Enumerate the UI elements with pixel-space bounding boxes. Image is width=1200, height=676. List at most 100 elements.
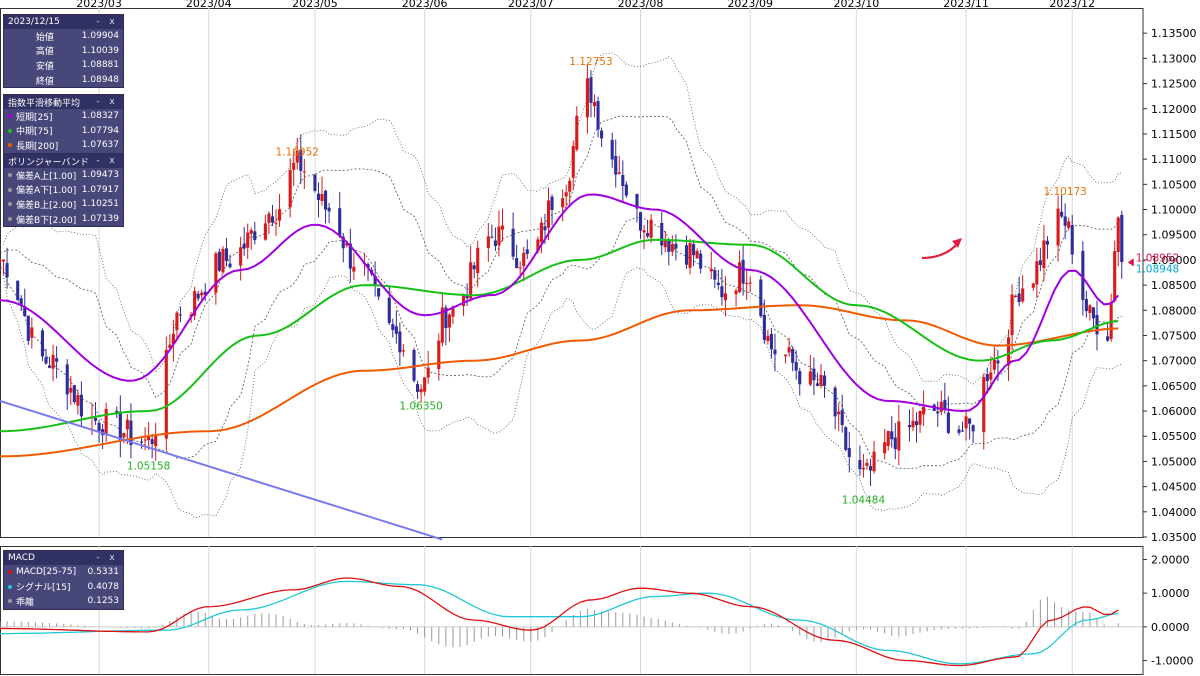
y-tick-label: 1.08500	[1151, 279, 1197, 292]
bollinger-panel[interactable]: ボリンジャーバンド - x 偏差A上[1.00] 1.09473 偏差A下[1.0…	[3, 153, 124, 228]
candle-body	[539, 222, 543, 242]
low-annotation-label: 1.06350	[399, 400, 442, 412]
ohlc-panel[interactable]: 2023/12/15 - x 始値 1.09904 高値 1.10039 安値 1.0…	[3, 14, 124, 89]
bb-a-lower-line	[0, 216, 1122, 469]
forecast-arrow-icon	[921, 242, 959, 260]
candle-body	[345, 243, 349, 246]
candle-body	[716, 282, 720, 285]
minimize-icon[interactable]: -	[96, 553, 100, 563]
ema-long-label: 長期[200]	[16, 141, 59, 152]
ema-short-label: 短期[25]	[16, 112, 53, 123]
candle-body	[1045, 240, 1050, 245]
x-tick-label: 2023/05	[292, 0, 338, 10]
candle-body	[861, 467, 865, 470]
y-tick-label: 1.06000	[1151, 405, 1197, 418]
candle-body	[571, 146, 575, 178]
candle-body	[621, 175, 625, 186]
bb-a-lower-value: 1.07917	[81, 184, 119, 195]
candle-body	[522, 252, 526, 267]
candle-body	[214, 253, 218, 293]
ohlc-open-row: 始値 1.09904	[4, 29, 123, 44]
candle-body	[1021, 288, 1025, 302]
candle-body	[69, 387, 73, 393]
candle-body	[511, 228, 515, 257]
candle-body	[274, 223, 278, 225]
candle-body	[101, 429, 105, 435]
candle-body	[51, 354, 55, 369]
candle-body	[791, 348, 795, 363]
candle-body	[812, 368, 816, 381]
candle-body	[228, 263, 232, 268]
ohlc-panel-header[interactable]: 2023/12/15 - x	[4, 15, 123, 29]
candle-body	[288, 170, 292, 208]
close-icon[interactable]: x	[109, 156, 115, 166]
macd-y-tick-label: 1.0000	[1151, 587, 1190, 600]
candle-body	[26, 315, 30, 341]
candle-body	[907, 424, 911, 428]
candle-body	[1109, 301, 1113, 339]
y-tick-label: 1.09000	[1151, 254, 1197, 267]
close-icon[interactable]: x	[109, 97, 115, 107]
ema-panel-header[interactable]: 指数平滑移動平均 - x	[4, 95, 123, 109]
candle-body	[561, 198, 565, 208]
candle-body	[263, 223, 267, 240]
candle-body	[76, 395, 80, 406]
candle-body	[476, 247, 480, 274]
candle-body	[373, 275, 377, 285]
ema-mid-dot-icon	[8, 128, 12, 133]
candle-body	[72, 385, 76, 403]
macd-y-tick-label: 2.0000	[1151, 553, 1190, 566]
candle-body	[1017, 293, 1021, 303]
candle-body	[808, 371, 812, 385]
last-high-tag: 1.08952	[1136, 252, 1179, 264]
bb-a-lower-dot-icon	[8, 187, 12, 192]
candle-body	[674, 243, 678, 249]
candle-body	[638, 212, 643, 231]
candle-body	[911, 420, 915, 428]
ema-long-value: 1.07637	[81, 140, 119, 151]
candle-body	[968, 418, 972, 424]
candle-body	[660, 223, 664, 246]
minimize-icon[interactable]: -	[96, 17, 100, 27]
candle-body	[122, 432, 126, 438]
bb-a-lower-label: 偏差A下[1.00]	[16, 186, 77, 197]
ema-panel[interactable]: 指数平滑移動平均 - x 短期[25] 1.08327 中期[75] 1.07794…	[3, 94, 124, 154]
minimize-icon[interactable]: -	[96, 156, 100, 166]
candle-body	[168, 344, 172, 349]
macd-y-tick-label: -1.0000	[1151, 655, 1193, 668]
candle-body	[203, 291, 207, 295]
candle-body	[292, 162, 296, 170]
candle-body	[352, 266, 356, 272]
candle-body	[164, 349, 168, 439]
y-tick-label: 1.10500	[1151, 178, 1197, 191]
minimize-icon[interactable]: -	[96, 97, 100, 107]
candle-body	[30, 327, 34, 338]
macd-signal-value: 0.4078	[87, 581, 120, 592]
macd-signal-line	[0, 580, 1119, 665]
macd-panel[interactable]: MACD - x MACD[25-75] 0.5331 シグナル[15] 0.407…	[3, 550, 124, 610]
macd-panel-header[interactable]: MACD - x	[4, 551, 123, 565]
candle-body	[709, 268, 713, 272]
candle-body	[1120, 214, 1124, 263]
macd-signal-label: シグナル[15]	[16, 583, 71, 594]
last-close-tag: 1.08948	[1136, 263, 1179, 275]
candle-body	[65, 364, 69, 395]
x-tick-label: 2023/10	[834, 0, 880, 10]
candle-body	[447, 314, 451, 328]
ohlc-panel-title: 2023/12/15	[8, 17, 60, 27]
candle-body	[769, 333, 773, 350]
close-icon[interactable]: x	[109, 553, 115, 563]
candle-body	[193, 291, 197, 316]
candle-body	[822, 375, 827, 386]
y-tick-label: 1.12000	[1151, 103, 1197, 116]
y-tick-label: 1.04500	[1151, 481, 1197, 494]
close-icon[interactable]: x	[109, 17, 115, 27]
candle-body	[883, 442, 887, 454]
forecast-arrow-head-icon	[952, 238, 962, 248]
candle-body	[868, 466, 873, 471]
ema-long-line	[0, 304, 1119, 458]
bollinger-panel-header[interactable]: ボリンジャーバンド - x	[4, 154, 123, 168]
x-tick-label: 2023/12	[1049, 0, 1095, 10]
macd-divergence-row: 乖離 0.1253	[4, 594, 123, 609]
macd-line-dot-icon	[8, 570, 12, 575]
